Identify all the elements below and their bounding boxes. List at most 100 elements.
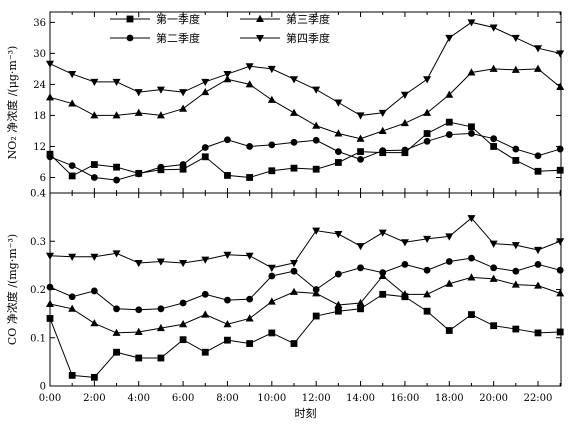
y-tick-label: 0.2 <box>30 285 46 296</box>
data-point <box>179 89 188 97</box>
data-point <box>224 296 231 304</box>
y-tick-label: 24 <box>33 80 46 91</box>
data-point <box>46 60 54 68</box>
data-point <box>201 310 210 318</box>
legend-label: 第二季度 <box>156 31 200 45</box>
data-point <box>46 299 54 307</box>
data-point <box>378 229 387 237</box>
data-point <box>445 34 454 43</box>
y-tick-label: 36 <box>33 18 46 29</box>
data-point <box>290 259 298 268</box>
data-point <box>312 312 320 320</box>
legend-label: 第三季度 <box>286 12 330 26</box>
data-point <box>179 104 188 112</box>
legend-item-4: 第四季度 <box>240 31 330 45</box>
data-point <box>312 121 321 129</box>
series-line <box>49 217 561 269</box>
data-point <box>68 293 76 301</box>
data-point <box>134 108 143 116</box>
data-point <box>290 108 298 116</box>
data-point <box>445 233 454 241</box>
data-point <box>46 283 54 291</box>
data-point <box>223 71 232 79</box>
data-point <box>68 304 77 312</box>
data-point <box>68 371 76 379</box>
x-tick-label: 12:00 <box>302 393 331 404</box>
data-point <box>112 250 121 258</box>
data-point <box>445 258 453 265</box>
data-point <box>356 134 365 142</box>
data-point <box>534 45 542 53</box>
legend-item-3: 第三季度 <box>240 12 330 26</box>
data-point <box>334 307 342 315</box>
data-point <box>134 327 143 335</box>
data-point <box>468 311 475 318</box>
data-point <box>334 129 343 137</box>
data-point <box>489 64 498 72</box>
series-line <box>49 68 561 140</box>
data-point <box>379 147 387 154</box>
data-point <box>46 93 54 101</box>
data-point <box>68 99 77 107</box>
data-point <box>113 348 120 356</box>
data-point <box>401 261 409 268</box>
data-point <box>246 295 254 303</box>
y-axis-title: NO₂ 净浓度 /(μg·m⁻³) <box>5 46 19 160</box>
legend-marker <box>126 34 134 42</box>
data-point <box>357 148 364 156</box>
data-point <box>357 264 364 272</box>
x-tick-label: 2:00 <box>83 393 105 404</box>
data-point <box>245 63 254 71</box>
data-point <box>401 146 409 154</box>
y-tick-label: 0.1 <box>30 333 46 344</box>
data-point <box>468 123 475 131</box>
data-point <box>534 152 542 160</box>
data-point <box>267 95 276 103</box>
legend-item-1: 第一季度 <box>110 12 200 26</box>
data-point <box>423 307 431 315</box>
data-point <box>511 65 520 73</box>
data-point <box>334 159 342 166</box>
data-point <box>90 253 99 261</box>
data-point <box>489 240 498 248</box>
data-point <box>223 320 232 328</box>
data-point <box>135 306 143 314</box>
data-point <box>467 273 476 281</box>
data-point <box>468 254 475 262</box>
series-line <box>49 21 561 116</box>
legend-item-2: 第二季度 <box>110 31 200 45</box>
data-point <box>423 130 431 137</box>
data-point <box>534 246 542 255</box>
data-point <box>511 280 520 288</box>
data-point <box>490 143 498 150</box>
data-point <box>68 172 76 180</box>
x-tick-label: 0:00 <box>39 393 61 404</box>
data-point <box>223 251 232 259</box>
data-point <box>312 227 321 235</box>
legend-label: 第四季度 <box>286 31 330 45</box>
x-tick-label: 14:00 <box>346 393 375 404</box>
data-point <box>245 314 254 322</box>
series-2 <box>46 254 564 314</box>
data-point <box>156 258 165 266</box>
x-tick-label: 10:00 <box>257 393 286 404</box>
data-point <box>445 279 454 287</box>
data-point <box>423 290 432 298</box>
y-tick-label: 0.4 <box>30 189 46 200</box>
data-point <box>267 297 276 305</box>
y-tick-label: 18 <box>33 111 46 122</box>
y-axis-title: CO 净浓度 /(mg·m⁻³) <box>5 234 19 345</box>
data-point <box>423 108 432 116</box>
plot-frame <box>49 192 562 387</box>
data-point <box>290 267 298 275</box>
data-point <box>445 90 454 98</box>
data-point <box>90 111 99 119</box>
data-point <box>113 176 120 184</box>
data-point <box>134 259 143 268</box>
data-point <box>334 148 342 156</box>
data-point <box>246 143 254 150</box>
data-point <box>246 174 254 181</box>
data-point <box>113 163 120 171</box>
data-point <box>445 327 453 334</box>
data-point <box>224 172 231 179</box>
